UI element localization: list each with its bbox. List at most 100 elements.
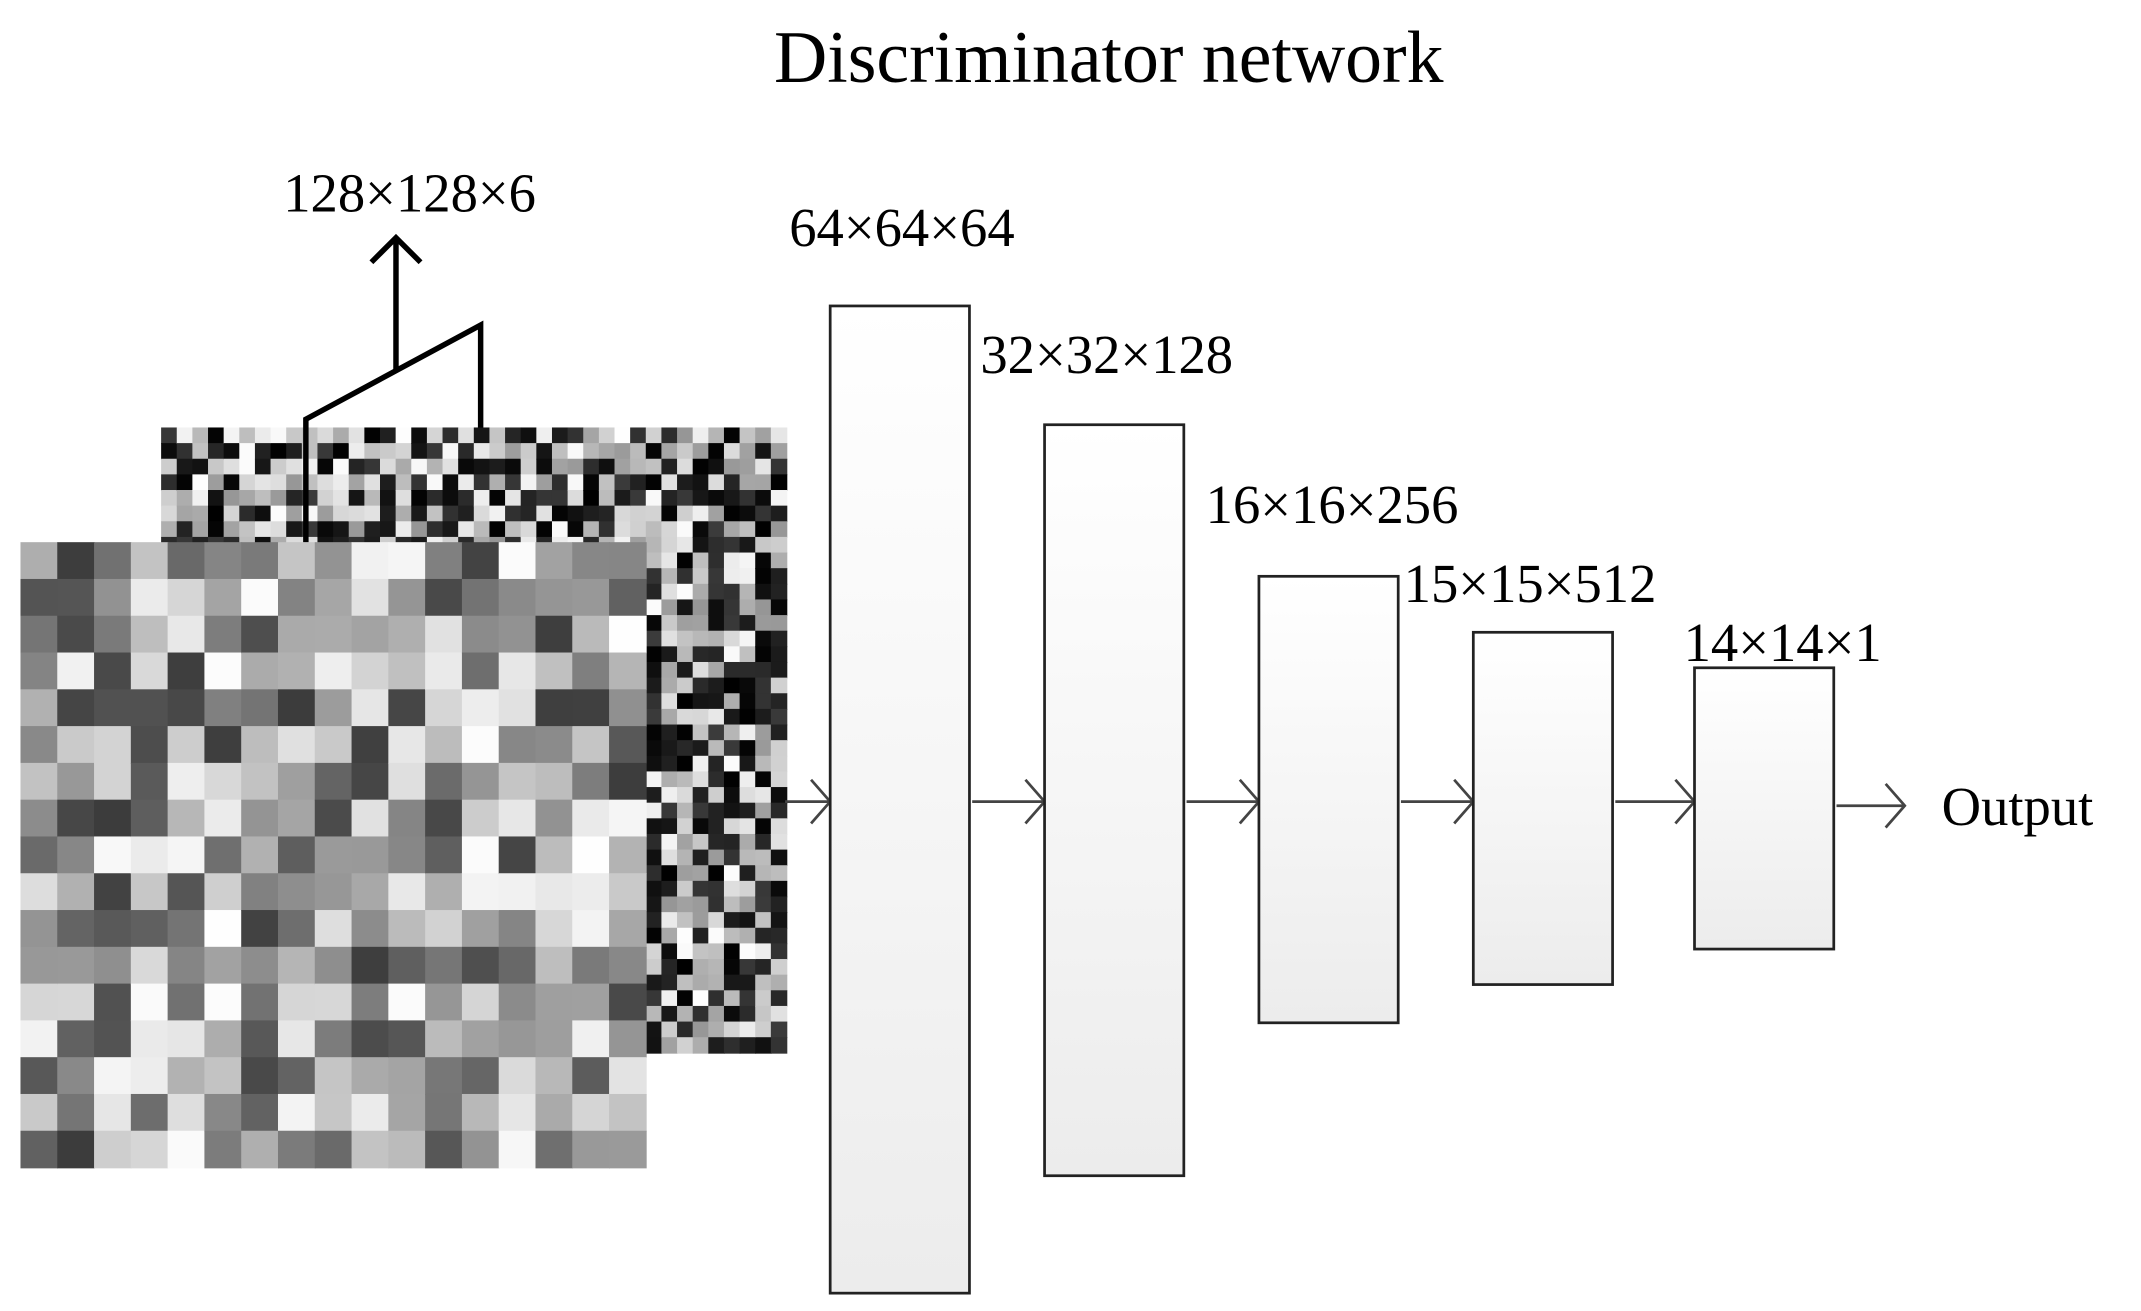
pixel xyxy=(677,708,694,726)
pixel xyxy=(723,693,741,710)
pixel xyxy=(645,865,663,882)
pixel xyxy=(770,849,788,867)
pixel xyxy=(609,578,647,617)
pixel xyxy=(755,490,772,507)
pixel xyxy=(314,689,353,727)
pixel xyxy=(536,458,553,476)
pixel xyxy=(770,458,788,476)
pixel xyxy=(277,836,316,875)
pixel xyxy=(270,490,288,507)
pixel xyxy=(723,990,741,1007)
pixel xyxy=(535,1020,574,1058)
pixel xyxy=(645,536,663,554)
pixel xyxy=(167,578,206,617)
pixel xyxy=(572,946,610,985)
pixel xyxy=(520,490,538,507)
pixel xyxy=(572,578,610,617)
pixel xyxy=(770,677,788,695)
pixel xyxy=(317,458,334,476)
pixel xyxy=(551,474,569,491)
pixel xyxy=(461,910,500,948)
pixel xyxy=(204,1020,243,1058)
pixel xyxy=(755,615,772,632)
pixel xyxy=(425,946,463,985)
pixel xyxy=(442,474,459,491)
pixel xyxy=(770,583,788,601)
pixel xyxy=(661,646,678,663)
pixel xyxy=(241,910,279,948)
pixel xyxy=(661,912,678,929)
pixel xyxy=(677,724,694,741)
pixel xyxy=(739,1021,757,1039)
pixel xyxy=(204,652,243,691)
pixel xyxy=(723,833,741,851)
pixel xyxy=(411,474,428,491)
pixel xyxy=(277,799,316,838)
pixel xyxy=(723,505,741,523)
pixel xyxy=(723,740,741,757)
pixel xyxy=(57,910,95,948)
pixel xyxy=(388,836,426,875)
pixel xyxy=(223,458,241,476)
pixel xyxy=(630,490,647,507)
pixel xyxy=(755,521,772,538)
pixel xyxy=(192,474,209,491)
pixel xyxy=(167,836,206,875)
pixel xyxy=(270,505,288,523)
pixel xyxy=(130,873,169,911)
pixel xyxy=(692,677,710,695)
pixel xyxy=(645,630,663,648)
pixel xyxy=(94,799,132,838)
pixel xyxy=(161,427,178,444)
pixel xyxy=(723,568,741,585)
pixel xyxy=(388,983,426,1022)
pixel xyxy=(277,1130,316,1169)
pixel xyxy=(645,599,663,616)
pixel xyxy=(130,615,169,654)
pixel xyxy=(677,583,694,601)
pixel xyxy=(645,490,663,507)
pixel xyxy=(204,542,243,580)
pixel xyxy=(692,536,710,554)
pixel xyxy=(94,910,132,948)
pixel xyxy=(388,615,426,654)
pixel xyxy=(167,1057,206,1095)
pixel xyxy=(94,615,132,654)
pixel xyxy=(661,630,678,648)
pixel xyxy=(536,505,553,523)
pixel xyxy=(755,568,772,585)
pixel xyxy=(708,959,725,976)
pixel xyxy=(395,458,413,476)
pixel xyxy=(535,910,574,948)
pixel xyxy=(473,443,491,460)
pixel xyxy=(692,833,710,851)
pixel xyxy=(461,652,500,691)
pixel xyxy=(723,583,741,601)
pixel xyxy=(770,599,788,616)
pixel xyxy=(609,652,647,691)
pixel xyxy=(286,427,303,444)
pixel xyxy=(57,946,95,985)
pixel xyxy=(535,652,574,691)
pixel xyxy=(661,599,678,616)
pixel xyxy=(241,836,279,875)
pixel xyxy=(411,458,428,476)
pixel xyxy=(708,724,725,741)
pixel xyxy=(351,689,390,727)
pixel xyxy=(692,615,710,632)
pixel xyxy=(755,818,772,835)
pixel xyxy=(489,521,506,538)
pixel xyxy=(609,836,647,875)
pixel xyxy=(677,615,694,632)
pixel xyxy=(57,1130,95,1169)
pixel xyxy=(425,983,463,1022)
pixel xyxy=(567,427,585,444)
pixel xyxy=(489,443,506,460)
pixel xyxy=(442,521,459,538)
pixel xyxy=(692,1037,710,1054)
pixel xyxy=(94,946,132,985)
pixel xyxy=(505,443,522,460)
pixel xyxy=(661,990,678,1007)
pixel xyxy=(498,1093,537,1132)
pixel xyxy=(314,578,353,617)
